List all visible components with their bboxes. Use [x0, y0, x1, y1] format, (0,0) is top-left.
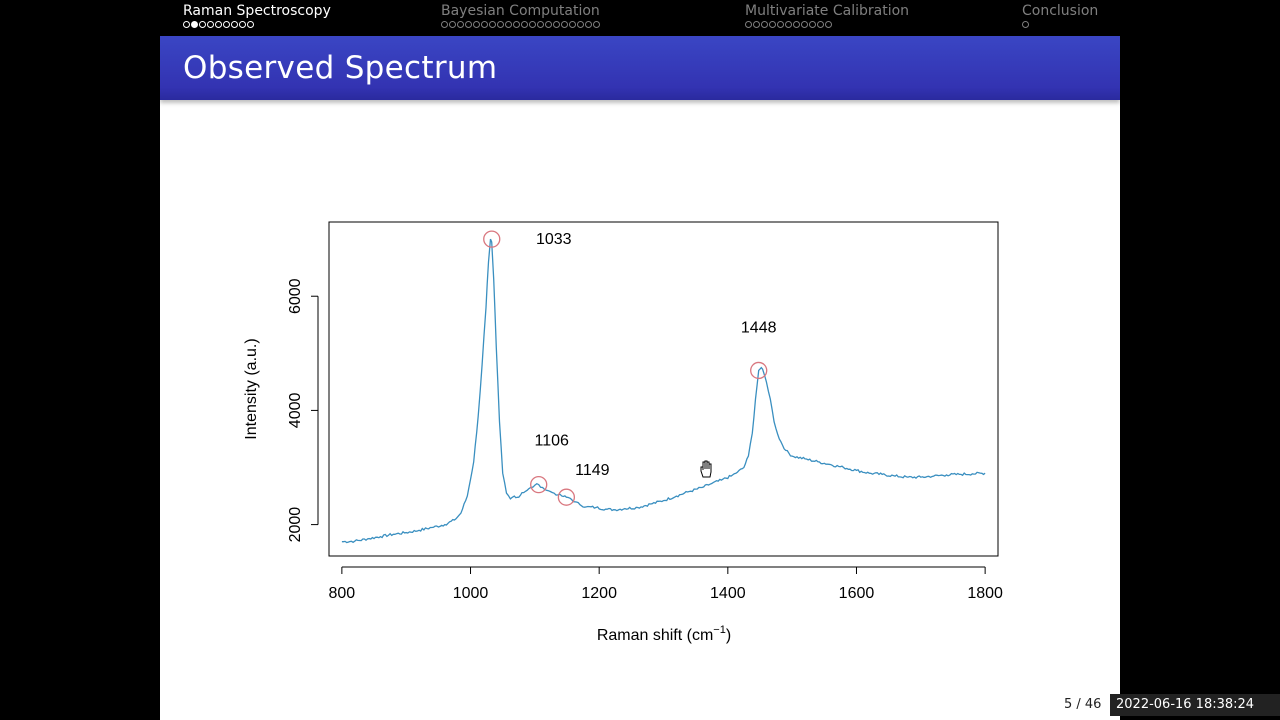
peak-marker — [750, 361, 768, 380]
x-tick-label: 800 — [329, 585, 356, 602]
nav-dot[interactable] — [577, 21, 584, 28]
peak-label: 1033 — [536, 231, 572, 248]
nav-section-title[interactable]: Conclusion — [1022, 3, 1099, 19]
y-tick-label: 6000 — [287, 278, 304, 314]
nav-dot[interactable] — [441, 21, 448, 28]
nav-dot[interactable] — [761, 21, 768, 28]
nav-dot[interactable] — [239, 21, 246, 28]
nav-dot[interactable] — [777, 21, 784, 28]
nav-section-raman-spectroscopy[interactable]: Raman Spectroscopy — [183, 3, 331, 30]
y-tick-label: 4000 — [287, 393, 304, 429]
page-number: 5 / 46 — [1064, 697, 1102, 712]
nav-dot[interactable] — [593, 21, 600, 28]
peak-label: 1106 — [535, 433, 570, 450]
x-tick-label: 1800 — [967, 585, 1003, 602]
nav-dot[interactable] — [809, 21, 816, 28]
nav-dot[interactable] — [191, 21, 198, 28]
slide: Raman Spectroscopy Bayesian Computation … — [160, 0, 1120, 720]
nav-dot[interactable] — [247, 21, 254, 28]
nav-dots[interactable] — [441, 21, 600, 30]
nav-dot[interactable] — [801, 21, 808, 28]
nav-dot[interactable] — [561, 21, 568, 28]
nav-dot[interactable] — [529, 21, 536, 28]
nav-dots[interactable] — [183, 21, 331, 30]
frame-title-bar: Observed Spectrum — [160, 36, 1120, 100]
nav-dot[interactable] — [793, 21, 800, 28]
nav-dot[interactable] — [207, 21, 214, 28]
spectrum-line — [341, 238, 986, 544]
nav-dot[interactable] — [481, 21, 488, 28]
nav-dot[interactable] — [457, 21, 464, 28]
nav-dot[interactable] — [537, 21, 544, 28]
nav-section-title[interactable]: Raman Spectroscopy — [183, 3, 331, 19]
nav-dot[interactable] — [753, 21, 760, 28]
nav-dot[interactable] — [585, 21, 592, 28]
x-tick-label: 1600 — [839, 585, 875, 602]
nav-dot[interactable] — [521, 21, 528, 28]
nav-dot[interactable] — [1022, 21, 1029, 28]
nav-dot[interactable] — [199, 21, 206, 28]
x-axis: 800 1000 1200 1400 1600 1800 — [329, 566, 1003, 602]
nav-dots[interactable] — [1022, 21, 1098, 30]
nav-dot[interactable] — [465, 21, 472, 28]
peak-marker — [557, 488, 576, 506]
y-tick-label: 2000 — [287, 507, 304, 543]
nav-dot[interactable] — [505, 21, 512, 28]
nav-dot[interactable] — [569, 21, 576, 28]
nav-dot[interactable] — [215, 21, 222, 28]
nav-dot[interactable] — [183, 21, 190, 28]
nav-section-title[interactable]: Multivariate Calibration — [745, 3, 910, 19]
nav-dot[interactable] — [489, 21, 496, 28]
nav-dot[interactable] — [449, 21, 456, 28]
nav-dot[interactable] — [231, 21, 238, 28]
x-tick-label: 1000 — [453, 585, 489, 602]
peak-label: 1149 — [575, 462, 610, 479]
nav-dot[interactable] — [785, 21, 792, 28]
page-title: Observed Spectrum — [183, 50, 498, 86]
nav-dot[interactable] — [745, 21, 752, 28]
peak-label: 1448 — [741, 319, 777, 336]
peak-markers: 1033 1106 1149 1448 — [483, 230, 777, 506]
nav-dot[interactable] — [223, 21, 230, 28]
x-tick-label: 1400 — [710, 585, 746, 602]
nav-section-title[interactable]: Bayesian Computation — [441, 3, 600, 19]
nav-dot[interactable] — [769, 21, 776, 28]
x-tick-label: 1200 — [581, 585, 617, 602]
nav-dot[interactable] — [817, 21, 824, 28]
nav-dot[interactable] — [473, 21, 480, 28]
nav-section-multivariate-calibration[interactable]: Multivariate Calibration — [745, 3, 909, 30]
peak-marker — [483, 230, 501, 248]
y-axis: 2000 4000 6000 — [287, 278, 319, 543]
nav-section-conclusion[interactable]: Conclusion — [1022, 3, 1098, 30]
nav-dots[interactable] — [745, 21, 909, 30]
navigation-bar: Raman Spectroscopy Bayesian Computation … — [160, 0, 1120, 36]
nav-dot[interactable] — [825, 21, 832, 28]
y-axis-label: Intensity (a.u.) — [243, 338, 260, 439]
nav-dot[interactable] — [497, 21, 504, 28]
nav-dot[interactable] — [513, 21, 520, 28]
timestamp: 2022-06-16 18:38:24 — [1110, 694, 1280, 716]
nav-section-bayesian-computation[interactable]: Bayesian Computation — [441, 3, 600, 30]
peak-marker — [530, 475, 548, 494]
nav-dot[interactable] — [553, 21, 560, 28]
nav-dot[interactable] — [545, 21, 552, 28]
x-axis-label: Raman shift (cm−1) — [597, 624, 731, 644]
plot-frame — [328, 221, 999, 557]
hand-cursor-icon — [700, 460, 712, 478]
